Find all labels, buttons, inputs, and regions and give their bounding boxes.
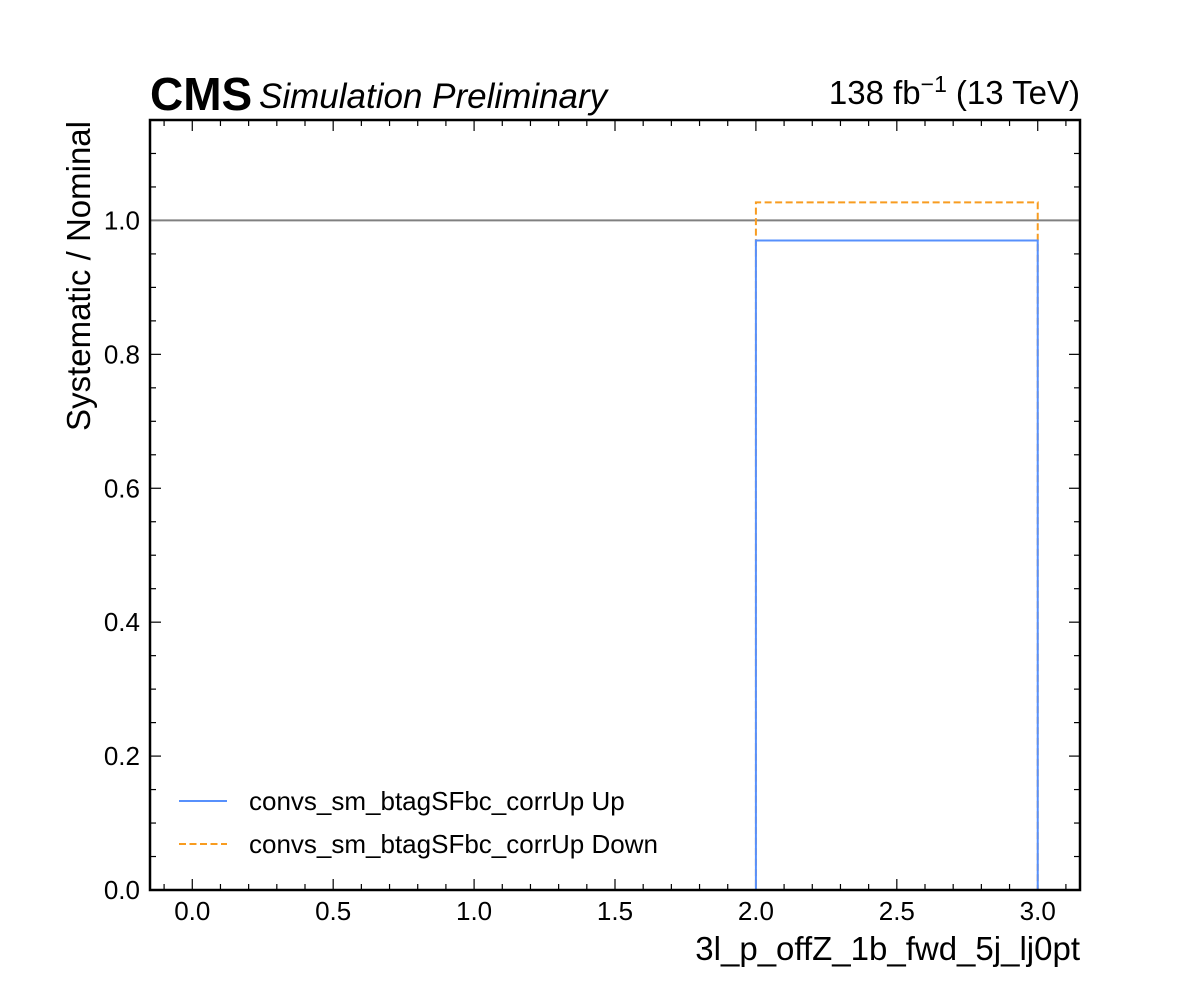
y-tick-label: 0.0: [104, 875, 140, 905]
x-tick-label: 3.0: [1020, 896, 1056, 926]
x-tick-label: 2.0: [738, 896, 774, 926]
x-tick-label: 1.0: [456, 896, 492, 926]
x-tick-label: 0.0: [174, 896, 210, 926]
y-tick-label: 0.8: [104, 339, 140, 369]
legend: convs_sm_btagSFbc_corrUp Up convs_sm_bta…: [179, 786, 658, 859]
legend-label-down: convs_sm_btagSFbc_corrUp Down: [249, 829, 658, 859]
lumi-label: 138 fb−1 (13 TeV): [829, 71, 1080, 111]
plot-frame: [148, 118, 1082, 892]
y-tick-label: 0.6: [104, 473, 140, 503]
y-tick-label: 0.2: [104, 741, 140, 771]
y-axis-label: Systematic / Nominal: [60, 121, 97, 431]
x-tick-label: 0.5: [315, 896, 351, 926]
x-tick-label: 2.5: [879, 896, 915, 926]
legend-label-up: convs_sm_btagSFbc_corrUp Up: [249, 786, 625, 816]
y-tick-label: 0.4: [104, 607, 140, 637]
x-tick-label: 1.5: [597, 896, 633, 926]
cms-label: CMS: [150, 68, 252, 120]
status-label: Simulation Preliminary: [259, 77, 610, 116]
x-axis-label: 3l_p_offZ_1b_fwd_5j_lj0pt: [695, 930, 1080, 967]
y-axis-ticks: 0.0 0.2 0.4 0.6 0.8 1.0: [104, 152, 1080, 905]
x-axis-ticks: 0.0 0.5 1.0 1.5 2.0 2.5 3.0: [163, 120, 1067, 926]
y-tick-label: 1.0: [104, 205, 140, 235]
